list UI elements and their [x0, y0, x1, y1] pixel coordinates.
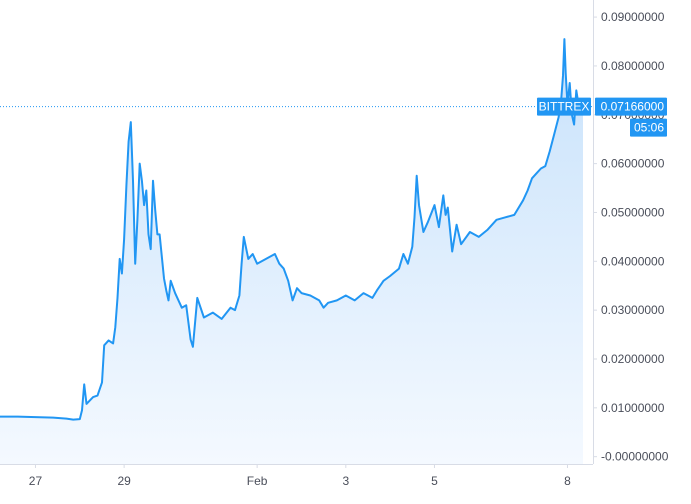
countdown-badge: [630, 118, 667, 137]
last-price-marker: BITTREX 0.07166000 05:06: [537, 97, 667, 137]
price-tick-label: 0.08000000: [601, 59, 665, 73]
time-tick-label: 29: [117, 474, 131, 488]
exchange-label: BITTREX: [539, 100, 590, 114]
price-tick-label: 0.06000000: [601, 157, 665, 171]
price-tick-label: 0.03000000: [601, 303, 665, 317]
price-series-line: [0, 38, 584, 421]
last-price-value: 0.07166000: [601, 100, 665, 114]
time-tick-label: 8: [564, 474, 571, 488]
price-axis[interactable]: 0.090000000.080000000.070000000.06000000…: [593, 0, 669, 464]
price-tick-label: 0.04000000: [601, 254, 665, 268]
time-axis[interactable]: 27 29 Feb 3 5 8: [0, 464, 593, 488]
last-price-badge: [595, 97, 667, 116]
price-tick-label: 0.05000000: [601, 205, 665, 219]
price-area-fill: [0, 39, 583, 464]
candle-countdown: 05:06: [634, 121, 664, 135]
price-tick-label: 0.01000000: [601, 401, 665, 415]
time-tick-label: 3: [342, 474, 349, 488]
plot-area[interactable]: [0, 38, 593, 464]
time-tick-label: Feb: [247, 474, 268, 488]
price-tick-label: 0.09000000: [601, 10, 665, 24]
time-tick-label: 5: [431, 474, 438, 488]
exchange-badge: [537, 97, 591, 116]
price-tick-label: -0.00000000: [601, 450, 669, 464]
price-tick-label: 0.02000000: [601, 352, 665, 366]
time-tick-label: 27: [29, 474, 43, 488]
